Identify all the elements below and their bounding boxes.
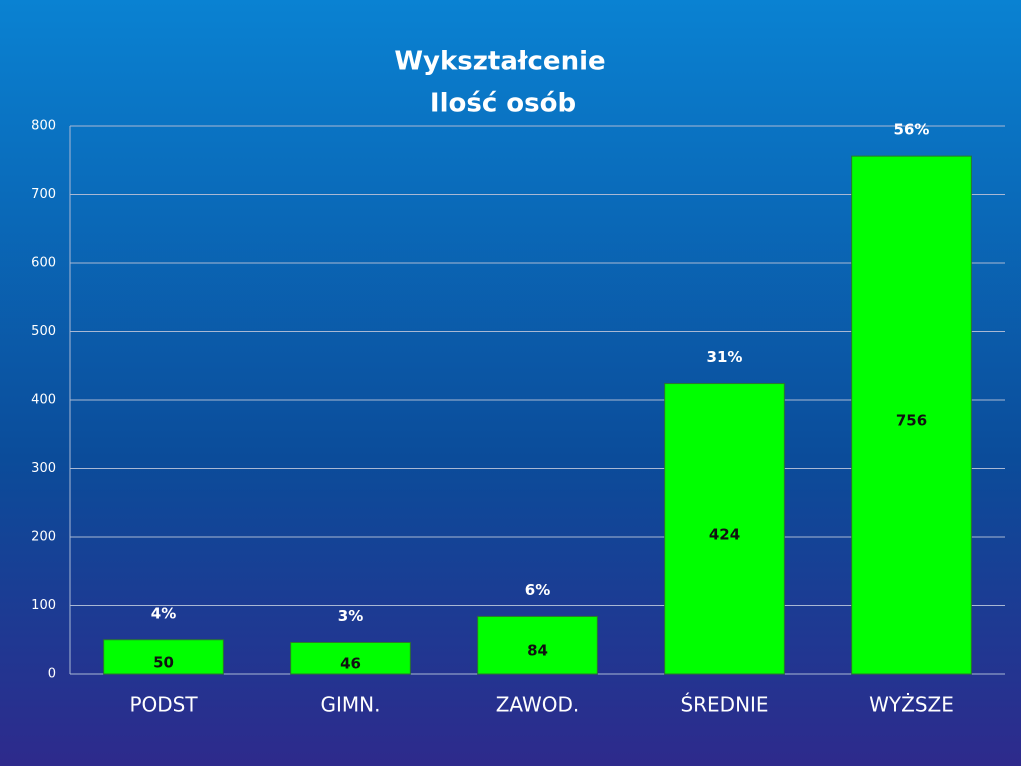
y-tick-label: 100 bbox=[31, 598, 56, 613]
y-tick-label: 0 bbox=[48, 667, 56, 682]
y-tick-label: 500 bbox=[31, 324, 56, 339]
y-tick-label: 400 bbox=[31, 393, 56, 408]
x-tick-label: PODST bbox=[129, 693, 198, 717]
value-label: 46 bbox=[340, 655, 361, 673]
percent-label: 31% bbox=[707, 348, 743, 366]
value-label: 50 bbox=[153, 653, 174, 671]
x-tick-label: ŚREDNIE bbox=[680, 693, 768, 717]
percent-label: 6% bbox=[525, 581, 550, 599]
percent-label: 4% bbox=[151, 604, 176, 622]
percent-label: 3% bbox=[338, 607, 363, 625]
chart-title: Wykształcenie bbox=[394, 47, 605, 77]
value-label: 84 bbox=[527, 642, 548, 660]
bar bbox=[290, 641, 411, 675]
bar bbox=[477, 615, 598, 675]
x-tick-label: WYŻSZE bbox=[869, 693, 954, 717]
y-tick-label: 700 bbox=[31, 187, 56, 202]
y-tick-label: 800 bbox=[31, 119, 56, 134]
bar bbox=[851, 155, 972, 675]
value-label: 756 bbox=[896, 412, 927, 430]
y-tick-label: 600 bbox=[31, 256, 56, 271]
value-label: 424 bbox=[709, 525, 740, 543]
x-tick-label: ZAWOD. bbox=[496, 693, 580, 717]
bar bbox=[103, 639, 224, 675]
y-tick-label: 200 bbox=[31, 530, 56, 545]
percent-label: 56% bbox=[894, 121, 930, 139]
x-tick-label: GIMN. bbox=[321, 693, 381, 717]
bar bbox=[664, 383, 785, 675]
chart-subtitle: Ilość osób bbox=[430, 89, 576, 119]
y-tick-label: 300 bbox=[31, 461, 56, 476]
